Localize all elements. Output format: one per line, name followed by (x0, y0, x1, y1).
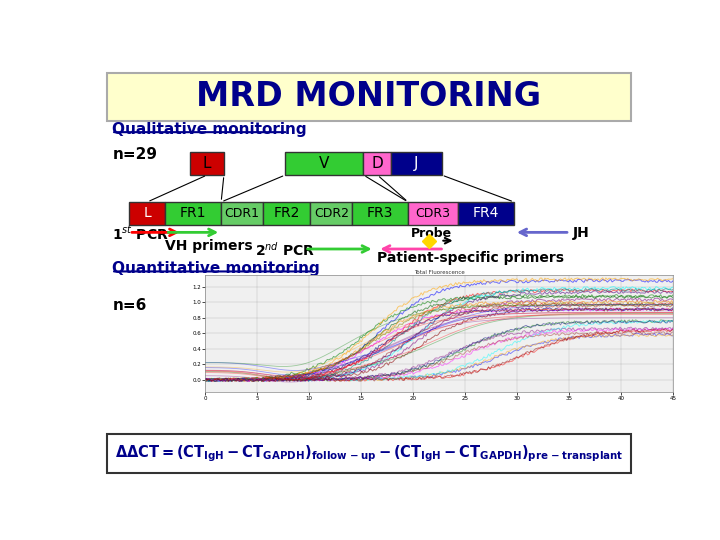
FancyBboxPatch shape (285, 152, 364, 175)
Text: n=6: n=6 (112, 299, 147, 313)
Text: CDR1: CDR1 (225, 207, 259, 220)
FancyBboxPatch shape (107, 434, 631, 473)
FancyBboxPatch shape (263, 202, 310, 225)
Text: FR4: FR4 (473, 206, 500, 220)
Text: J: J (414, 156, 419, 171)
Text: $\mathbf{\Delta\Delta CT= (CT_{IgH}-CT_{GAPDH})_{follow\/-up}- (CT_{IgH}-CT_{GAP: $\mathbf{\Delta\Delta CT= (CT_{IgH}-CT_{… (114, 443, 624, 464)
Text: MRD MONITORING: MRD MONITORING (197, 80, 541, 113)
Text: FR1: FR1 (180, 206, 207, 220)
FancyBboxPatch shape (129, 202, 166, 225)
Text: CDR2: CDR2 (314, 207, 348, 220)
FancyBboxPatch shape (408, 202, 458, 225)
Text: L: L (203, 156, 212, 171)
FancyBboxPatch shape (392, 152, 441, 175)
Text: VH primers: VH primers (166, 239, 253, 253)
FancyBboxPatch shape (190, 152, 224, 175)
Text: JH: JH (572, 226, 590, 240)
Text: Qualitative monitoring: Qualitative monitoring (112, 122, 307, 137)
FancyBboxPatch shape (352, 202, 408, 225)
FancyBboxPatch shape (166, 202, 221, 225)
FancyBboxPatch shape (310, 202, 352, 225)
Text: 2$^{nd}$ PCR: 2$^{nd}$ PCR (255, 241, 315, 259)
Text: Patient-specific primers: Patient-specific primers (377, 251, 564, 265)
Title: Total Fluorescence: Total Fluorescence (414, 270, 464, 275)
Text: FR3: FR3 (367, 206, 393, 220)
Text: D: D (372, 156, 383, 171)
Text: FR2: FR2 (274, 206, 300, 220)
Text: L: L (143, 206, 151, 220)
Text: Quantitative monitoring: Quantitative monitoring (112, 261, 320, 276)
Text: V: V (319, 156, 330, 171)
Text: CDR3: CDR3 (415, 207, 451, 220)
FancyBboxPatch shape (107, 73, 631, 121)
Text: n=29: n=29 (112, 147, 157, 161)
FancyBboxPatch shape (221, 202, 263, 225)
Text: Probe: Probe (411, 227, 452, 240)
FancyBboxPatch shape (364, 152, 392, 175)
FancyBboxPatch shape (459, 202, 514, 225)
Text: 1$^{st}$ PCR: 1$^{st}$ PCR (112, 225, 169, 243)
